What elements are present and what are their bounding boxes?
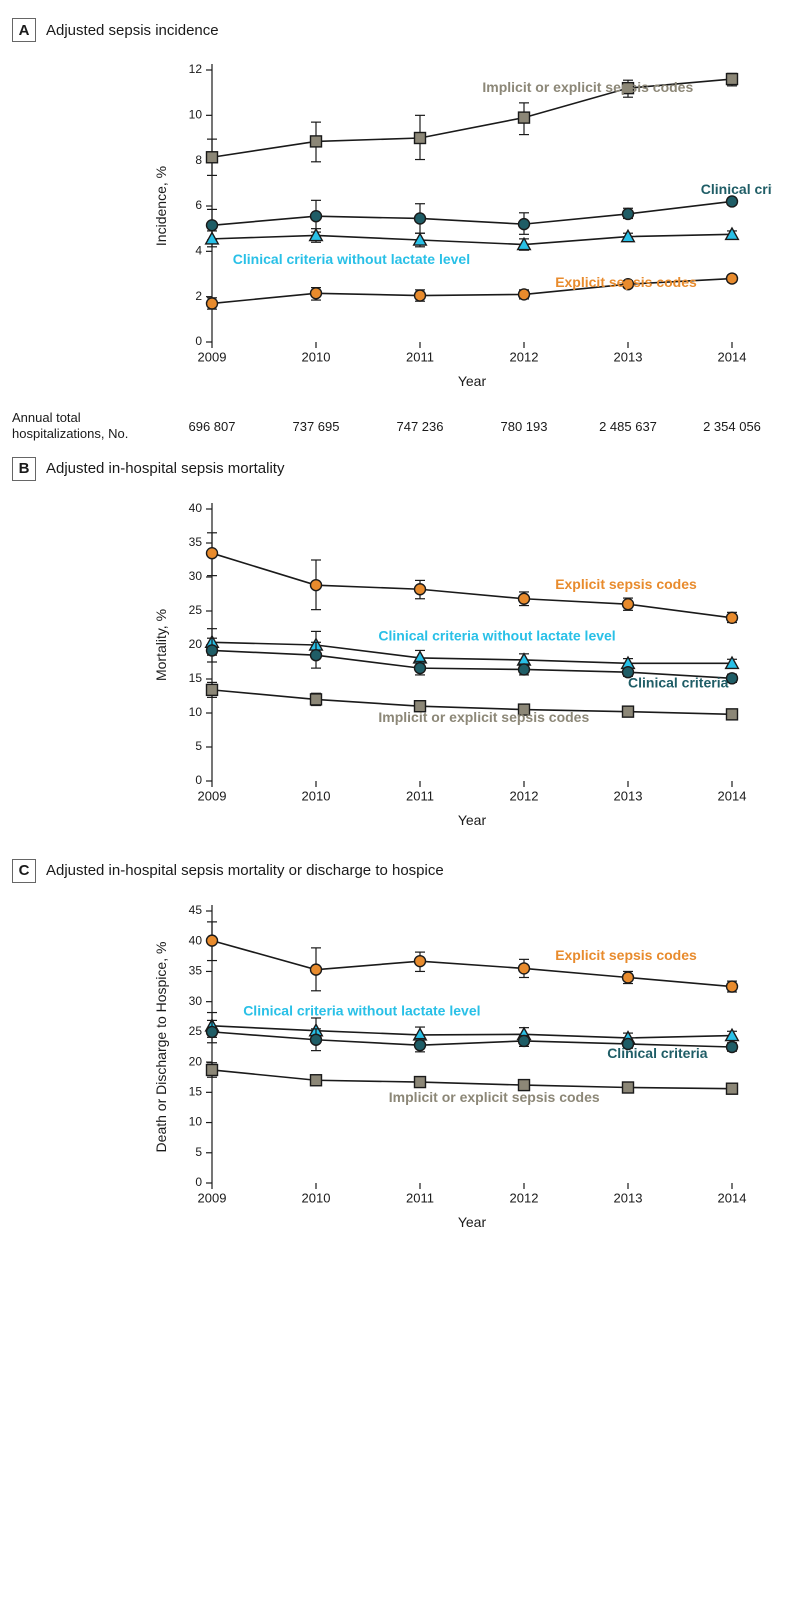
x-tick-label: 2009 xyxy=(198,788,227,803)
series-label-nolactate: Clinical criteria without lactate level xyxy=(378,627,615,643)
x-axis-title: Year xyxy=(458,1214,487,1230)
series-label-clinical: Clinical criteria xyxy=(701,181,772,197)
y-tick-label: 10 xyxy=(189,108,203,122)
y-tick-label: 10 xyxy=(189,1114,203,1128)
y-tick-label: 30 xyxy=(189,569,203,583)
y-axis-title: Mortality, % xyxy=(153,608,169,680)
x-tick-label: 2012 xyxy=(510,350,539,365)
series-label-implicit: Implicit or explicit sepsis codes xyxy=(378,709,589,725)
panel-C: C Adjusted in-hospital sepsis mortality o… xyxy=(12,859,786,1247)
y-tick-label: 6 xyxy=(195,198,202,212)
x-tick-label: 2014 xyxy=(718,1190,747,1205)
x-tick-label: 2014 xyxy=(718,788,747,803)
x-tick-label: 2011 xyxy=(406,788,434,803)
y-tick-label: 25 xyxy=(189,1024,203,1038)
series-label-explicit: Explicit sepsis codes xyxy=(555,274,697,290)
hospitalizations-value: 780 193 xyxy=(472,419,576,434)
y-tick-label: 12 xyxy=(189,62,203,76)
y-tick-label: 15 xyxy=(189,671,203,685)
y-tick-label: 0 xyxy=(195,1175,202,1189)
y-tick-label: 2 xyxy=(195,289,202,303)
panel-title: Adjusted in-hospital sepsis mortality xyxy=(46,460,284,477)
y-tick-label: 45 xyxy=(189,903,203,917)
hospitalizations-value: 747 236 xyxy=(368,419,472,434)
y-axis-title: Incidence, % xyxy=(153,166,169,246)
y-tick-label: 30 xyxy=(189,993,203,1007)
x-axis-title: Year xyxy=(458,812,487,828)
hospitalizations-value: 737 695 xyxy=(264,419,368,434)
y-tick-label: 35 xyxy=(189,963,203,977)
series-label-nolactate: Clinical criteria without lactate level xyxy=(243,1002,480,1018)
x-tick-label: 2010 xyxy=(302,788,331,803)
x-tick-label: 2010 xyxy=(302,1190,331,1205)
panel-letter: A xyxy=(12,18,36,42)
y-tick-label: 5 xyxy=(195,1144,202,1158)
x-tick-label: 2009 xyxy=(198,350,227,365)
y-tick-label: 4 xyxy=(195,244,202,258)
panel-title: Adjusted sepsis incidence xyxy=(46,22,219,39)
series-label-clinical: Clinical criteria xyxy=(607,1044,708,1060)
y-tick-label: 5 xyxy=(195,739,202,753)
x-tick-label: 2011 xyxy=(406,1190,434,1205)
x-tick-label: 2010 xyxy=(302,350,331,365)
y-tick-label: 0 xyxy=(195,773,202,787)
x-tick-label: 2014 xyxy=(718,350,747,365)
panel-heading: B Adjusted in-hospital sepsis mortality xyxy=(12,457,786,481)
x-tick-label: 2011 xyxy=(406,350,434,365)
series-line-clinical xyxy=(212,201,732,225)
y-tick-label: 20 xyxy=(189,1054,203,1068)
panel-A: A Adjusted sepsis incidence 0 2 4 6 8 10 12 Incid… xyxy=(12,18,786,443)
x-tick-label: 2013 xyxy=(614,788,643,803)
x-tick-label: 2012 xyxy=(510,1190,539,1205)
x-tick-label: 2012 xyxy=(510,788,539,803)
hospitalizations-value: 696 807 xyxy=(160,419,264,434)
hospitalizations-value: 2 485 637 xyxy=(576,419,680,434)
y-tick-label: 40 xyxy=(189,501,203,515)
series-line-nolactate xyxy=(212,1025,732,1037)
hospitalizations-row: Annual totalhospitalizations, No.696 807… xyxy=(12,410,792,443)
y-tick-label: 40 xyxy=(189,933,203,947)
chart-C: 0 5 10 15 20 25 30 35 40 45 Death or Discharge to … xyxy=(12,887,772,1247)
series-label-implicit: Implicit or explicit sepsis codes xyxy=(389,1089,600,1105)
panel-heading: C Adjusted in-hospital sepsis mortality o… xyxy=(12,859,786,883)
series-label-explicit: Explicit sepsis codes xyxy=(555,947,697,963)
series-label-nolactate: Clinical criteria without lactate level xyxy=(233,251,470,267)
series-label-explicit: Explicit sepsis codes xyxy=(555,575,697,591)
y-tick-label: 8 xyxy=(195,153,202,167)
panel-heading: A Adjusted sepsis incidence xyxy=(12,18,786,42)
y-axis-title: Death or Discharge to Hospice, % xyxy=(153,941,169,1152)
y-tick-label: 15 xyxy=(189,1084,203,1098)
chart-B: 0 5 10 15 20 25 30 35 40 Mortality, % 2009 2010 2011… xyxy=(12,485,772,845)
x-tick-label: 2013 xyxy=(614,350,643,365)
panel-title: Adjusted in-hospital sepsis mortality or… xyxy=(46,862,444,879)
panel-letter: C xyxy=(12,859,36,883)
y-tick-label: 25 xyxy=(189,603,203,617)
y-tick-label: 35 xyxy=(189,535,203,549)
panel-B: B Adjusted in-hospital sepsis mortality 0 5… xyxy=(12,457,786,845)
x-tick-label: 2009 xyxy=(198,1190,227,1205)
panel-letter: B xyxy=(12,457,36,481)
hospitalizations-value: 2 354 056 xyxy=(680,419,784,434)
series-line-nolactate xyxy=(212,234,732,244)
series-line-implicit xyxy=(212,1069,732,1088)
series-label-implicit: Implicit or explicit sepsis codes xyxy=(482,79,693,95)
x-tick-label: 2013 xyxy=(614,1190,643,1205)
series-label-clinical: Clinical criteria xyxy=(628,674,729,690)
chart-A: 0 2 4 6 8 10 12 Incidence, % 2009 2010 2011 2012 201… xyxy=(12,46,772,406)
y-tick-label: 0 xyxy=(195,334,202,348)
series-line-nolactate xyxy=(212,642,732,663)
x-axis-title: Year xyxy=(458,373,487,389)
y-tick-label: 20 xyxy=(189,637,203,651)
y-tick-label: 10 xyxy=(189,705,203,719)
